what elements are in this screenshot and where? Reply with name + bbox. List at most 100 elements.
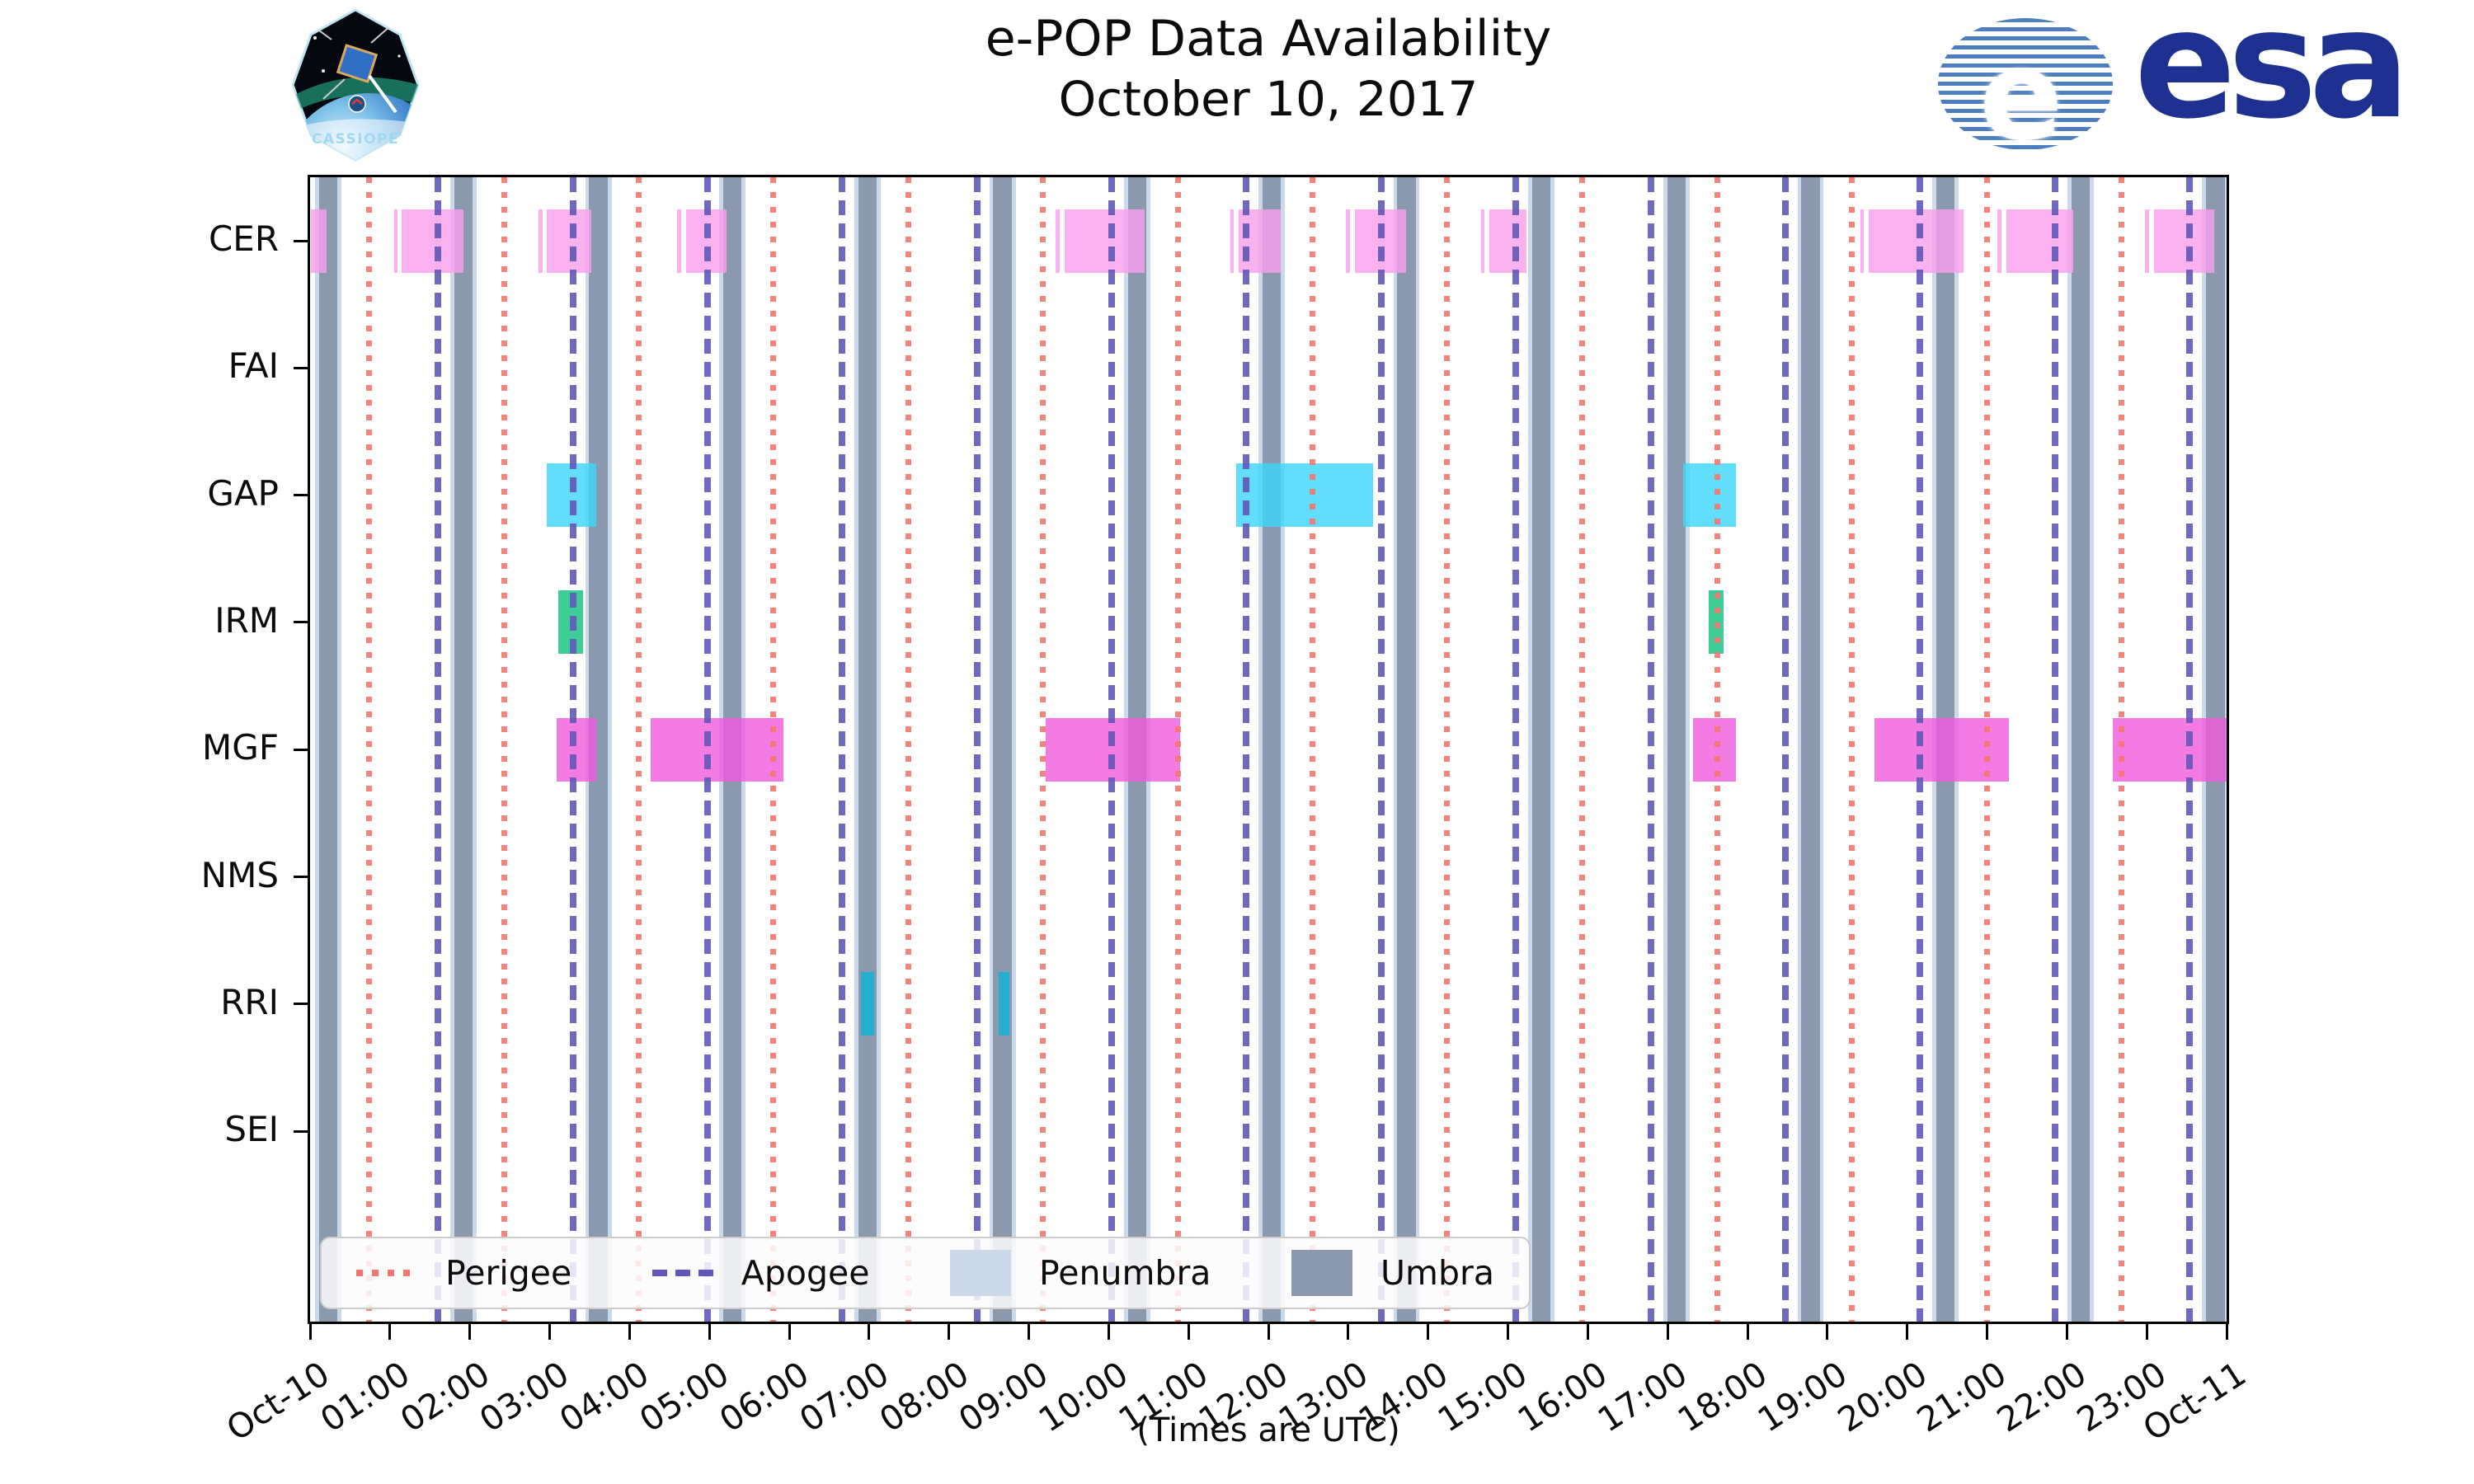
bar-GAP	[1236, 463, 1373, 528]
perigee-dotted-line-swatch	[356, 1270, 417, 1276]
bar-CER	[546, 209, 591, 273]
y-tick-label-SEI: SEI	[224, 1109, 279, 1150]
x-tick	[1586, 1322, 1589, 1340]
csa-badge	[348, 95, 366, 113]
bar-CER	[393, 209, 397, 273]
bar-CER	[1345, 209, 1350, 273]
x-tick	[1028, 1322, 1030, 1340]
y-tick	[294, 748, 310, 751]
bar-RRI	[998, 972, 1010, 1036]
legend-label-umbra: Umbra	[1380, 1253, 1494, 1293]
y-tick	[294, 876, 310, 878]
bar-CER	[538, 209, 543, 273]
y-tick-label-MGF: MGF	[202, 727, 279, 768]
x-tick	[628, 1322, 631, 1340]
x-tick	[1107, 1322, 1110, 1340]
x-tick	[1746, 1322, 1749, 1340]
x-tick	[388, 1322, 392, 1340]
bar-CER	[1056, 209, 1061, 273]
cassiope-label: CASSIOPE	[312, 131, 399, 148]
orbit-lines-layer	[310, 177, 2227, 1322]
apogee-line	[434, 177, 441, 1322]
umbra-patch-swatch	[1291, 1250, 1352, 1296]
x-tick	[2065, 1322, 2068, 1340]
apogee-dashed-line-swatch	[651, 1270, 713, 1276]
perigee-line	[905, 177, 911, 1322]
perigee-line	[1444, 177, 1451, 1322]
plot-area	[310, 177, 2227, 1322]
esa-logo: e esa	[1938, 0, 2411, 159]
y-tick	[294, 494, 310, 497]
bar-CER	[2145, 209, 2150, 273]
bar-MGF	[650, 717, 784, 782]
perigee-line	[770, 177, 777, 1322]
apogee-line	[1647, 177, 1654, 1322]
x-tick	[2145, 1322, 2148, 1340]
bar-CER	[2006, 209, 2074, 273]
umbra-band	[319, 177, 338, 1322]
y-tick-label-CER: CER	[208, 218, 279, 259]
y-tick	[294, 239, 310, 242]
perigee-line	[1849, 177, 1856, 1322]
y-tick-label-NMS: NMS	[200, 854, 279, 895]
legend-item-penumbra: Penumbra	[950, 1250, 1211, 1296]
umbra-band	[1801, 177, 1820, 1322]
apogee-line	[1242, 177, 1249, 1322]
y-tick-label-IRM: IRM	[214, 599, 279, 641]
perigee-line	[501, 177, 507, 1322]
perigee-line	[1040, 177, 1047, 1322]
x-tick	[468, 1322, 472, 1340]
apogee-line	[1782, 177, 1790, 1322]
umbra-band	[1397, 177, 1416, 1322]
x-tick	[708, 1322, 711, 1340]
bar-CER	[402, 209, 463, 273]
y-tick	[294, 1129, 310, 1133]
apogee-line	[1512, 177, 1520, 1322]
bar-CER	[1480, 209, 1485, 273]
umbra-band	[589, 177, 608, 1322]
cassiope-mission-patch: CASSIOPE	[290, 7, 421, 163]
legend-item-apogee: Apogee	[651, 1253, 870, 1293]
x-tick	[548, 1322, 551, 1340]
bar-CER	[1869, 209, 1964, 273]
umbra-band	[2071, 177, 2090, 1322]
apogee-line	[704, 177, 712, 1322]
umbra-band	[1262, 177, 1281, 1322]
perigee-line	[2118, 177, 2124, 1322]
x-tick	[1826, 1322, 1829, 1340]
y-tick-label-RRI: RRI	[220, 981, 279, 1022]
apogee-line	[569, 177, 576, 1322]
perigee-line	[1175, 177, 1182, 1322]
perigee-line	[1579, 177, 1586, 1322]
esa-globe-letter: e	[1979, 25, 2063, 150]
bar-GAP	[1682, 463, 1737, 528]
perigee-line	[366, 177, 373, 1322]
perigee-line	[1714, 177, 1720, 1322]
umbra-band	[1532, 177, 1551, 1322]
esa-globe-icon: e	[1938, 18, 2113, 150]
legend-label-perigee: Perigee	[445, 1253, 572, 1293]
bar-MGF	[2113, 717, 2227, 782]
y-tick-label-FAI: FAI	[228, 345, 279, 387]
bar-CER	[1065, 209, 1145, 273]
bar-MGF	[557, 717, 596, 782]
bar-CER	[1860, 209, 1865, 273]
umbra-band	[454, 177, 473, 1322]
x-tick	[1507, 1322, 1509, 1340]
legend-item-perigee: Perigee	[356, 1253, 571, 1293]
x-tick	[788, 1322, 791, 1340]
legend-label-apogee: Apogee	[741, 1253, 870, 1293]
x-tick	[1187, 1322, 1190, 1340]
legend-item-umbra: Umbra	[1291, 1250, 1494, 1296]
apogee-line	[2186, 177, 2194, 1322]
apogee-line	[2051, 177, 2058, 1322]
legend-label-penumbra: Penumbra	[1039, 1253, 1211, 1293]
bar-RRI	[861, 972, 874, 1036]
x-tick	[1347, 1322, 1350, 1340]
x-tick	[1267, 1322, 1270, 1340]
chart-subtitle: October 10, 2017	[1058, 71, 1479, 127]
bar-CER	[2153, 209, 2214, 273]
chart-title-block: e-POP Data Availability October 10, 2017	[310, 8, 2227, 129]
x-tick	[2225, 1322, 2228, 1340]
